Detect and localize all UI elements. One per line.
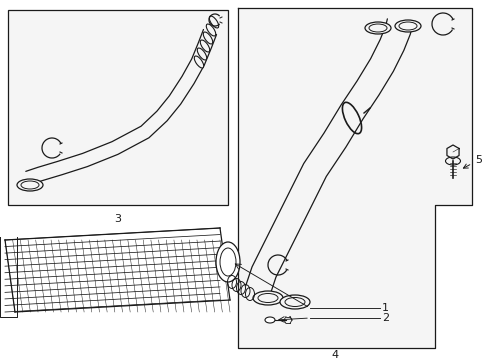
- Text: 2: 2: [381, 313, 388, 323]
- Polygon shape: [238, 8, 471, 348]
- Ellipse shape: [280, 295, 309, 309]
- Ellipse shape: [264, 317, 274, 323]
- Ellipse shape: [197, 48, 206, 60]
- Text: 5: 5: [463, 155, 481, 168]
- Ellipse shape: [200, 40, 209, 52]
- Ellipse shape: [206, 24, 215, 36]
- Ellipse shape: [17, 179, 43, 191]
- Text: 4: 4: [331, 350, 338, 360]
- Ellipse shape: [252, 291, 283, 305]
- Polygon shape: [5, 228, 229, 312]
- Ellipse shape: [203, 32, 212, 44]
- Ellipse shape: [394, 20, 420, 32]
- Ellipse shape: [216, 242, 240, 282]
- Text: 3: 3: [114, 214, 121, 224]
- Ellipse shape: [209, 16, 218, 28]
- Bar: [8, 10, 227, 205]
- Ellipse shape: [194, 56, 203, 68]
- Text: 1: 1: [381, 303, 388, 313]
- Ellipse shape: [364, 22, 390, 34]
